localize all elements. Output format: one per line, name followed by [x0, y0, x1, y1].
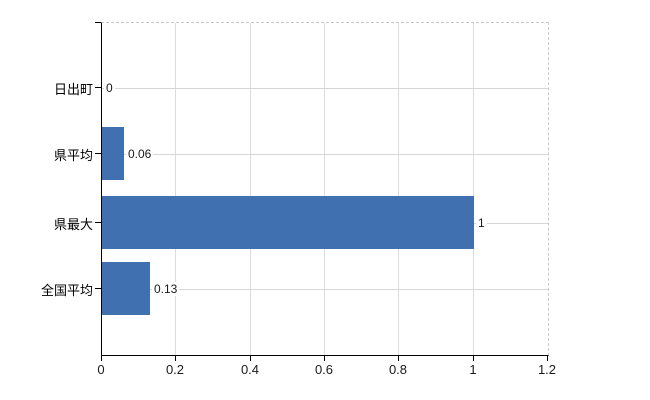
x-axis-tick-label: 0.8: [388, 362, 408, 377]
bar-value-label: 0.06: [126, 147, 154, 161]
x-axis-tick: [175, 355, 176, 361]
x-axis-tick-label: 1: [469, 362, 477, 377]
x-axis-tick-label: 0.4: [240, 362, 260, 377]
bar: [102, 127, 124, 180]
x-axis-tick: [324, 355, 325, 361]
horizontal-gridline: [102, 88, 548, 89]
vertical-gridline: [398, 23, 399, 355]
y-axis-tick: [95, 222, 101, 223]
bar-value-label: 1: [476, 216, 487, 230]
category-label: 県平均: [53, 148, 93, 163]
x-axis-tick-label: 1.2: [537, 362, 557, 377]
category-label: 全国平均: [40, 283, 93, 298]
x-axis-tick: [547, 355, 548, 361]
bar-value-label: 0: [104, 81, 115, 95]
bar-value-label: 0.13: [152, 282, 180, 296]
x-axis-tick: [398, 355, 399, 361]
category-label: 日出町: [53, 82, 93, 97]
y-axis-tick: [95, 288, 101, 289]
y-axis-tick: [95, 22, 101, 23]
y-axis-tick: [95, 153, 101, 154]
vertical-gridline: [473, 23, 474, 355]
x-axis-tick: [473, 355, 474, 361]
vertical-gridline: [250, 23, 251, 355]
y-axis-tick: [95, 87, 101, 88]
x-axis-tick-label: 0: [97, 362, 105, 377]
category-label: 県最大: [53, 217, 93, 232]
x-axis-tick: [250, 355, 251, 361]
bar: [102, 196, 474, 249]
horizontal-gridline: [102, 289, 548, 290]
x-axis-tick-label: 0.2: [165, 362, 185, 377]
bar: [102, 262, 150, 315]
vertical-gridline: [175, 23, 176, 355]
horizontal-gridline: [102, 154, 548, 155]
x-axis-tick: [101, 355, 102, 361]
x-axis-tick-label: 0.6: [314, 362, 334, 377]
plot-area: 0 0.06 1 0.13: [101, 22, 549, 356]
vertical-gridline: [324, 23, 325, 355]
